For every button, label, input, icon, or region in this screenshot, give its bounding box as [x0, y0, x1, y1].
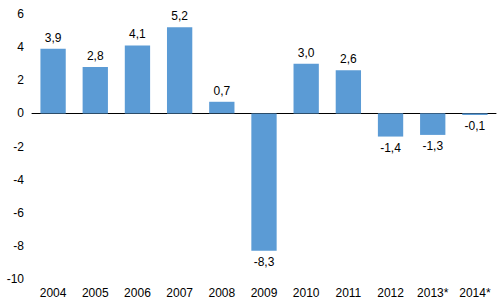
svg-text:2004: 2004: [40, 286, 67, 300]
svg-text:6: 6: [17, 7, 24, 21]
svg-text:3,9: 3,9: [45, 31, 62, 45]
svg-text:2010: 2010: [293, 286, 320, 300]
svg-text:0: 0: [17, 106, 24, 120]
svg-text:2008: 2008: [208, 286, 235, 300]
svg-text:4: 4: [17, 40, 24, 54]
svg-text:4,1: 4,1: [129, 27, 146, 41]
svg-text:2: 2: [17, 73, 24, 87]
svg-text:-1,3: -1,3: [422, 139, 443, 153]
svg-text:-10: -10: [7, 272, 25, 286]
svg-text:2011: 2011: [335, 286, 361, 300]
svg-text:2,8: 2,8: [87, 49, 104, 63]
svg-text:2007: 2007: [166, 286, 193, 300]
svg-text:2,6: 2,6: [340, 52, 357, 66]
svg-text:0,7: 0,7: [213, 84, 230, 98]
svg-text:-0,1: -0,1: [465, 119, 486, 133]
svg-text:-8: -8: [13, 239, 24, 253]
svg-text:2012: 2012: [377, 286, 404, 300]
svg-text:2005: 2005: [82, 286, 109, 300]
svg-text:3,0: 3,0: [298, 46, 315, 60]
svg-text:-1,4: -1,4: [380, 141, 401, 155]
svg-text:2014*: 2014*: [459, 286, 491, 300]
svg-text:-2: -2: [13, 140, 24, 154]
svg-text:2009: 2009: [251, 286, 278, 300]
svg-text:5,2: 5,2: [171, 9, 188, 23]
svg-text:-8,3: -8,3: [254, 255, 275, 269]
svg-text:-4: -4: [13, 173, 24, 187]
svg-text:-6: -6: [13, 206, 24, 220]
svg-text:2006: 2006: [124, 286, 151, 300]
svg-text:2013*: 2013*: [417, 286, 449, 300]
